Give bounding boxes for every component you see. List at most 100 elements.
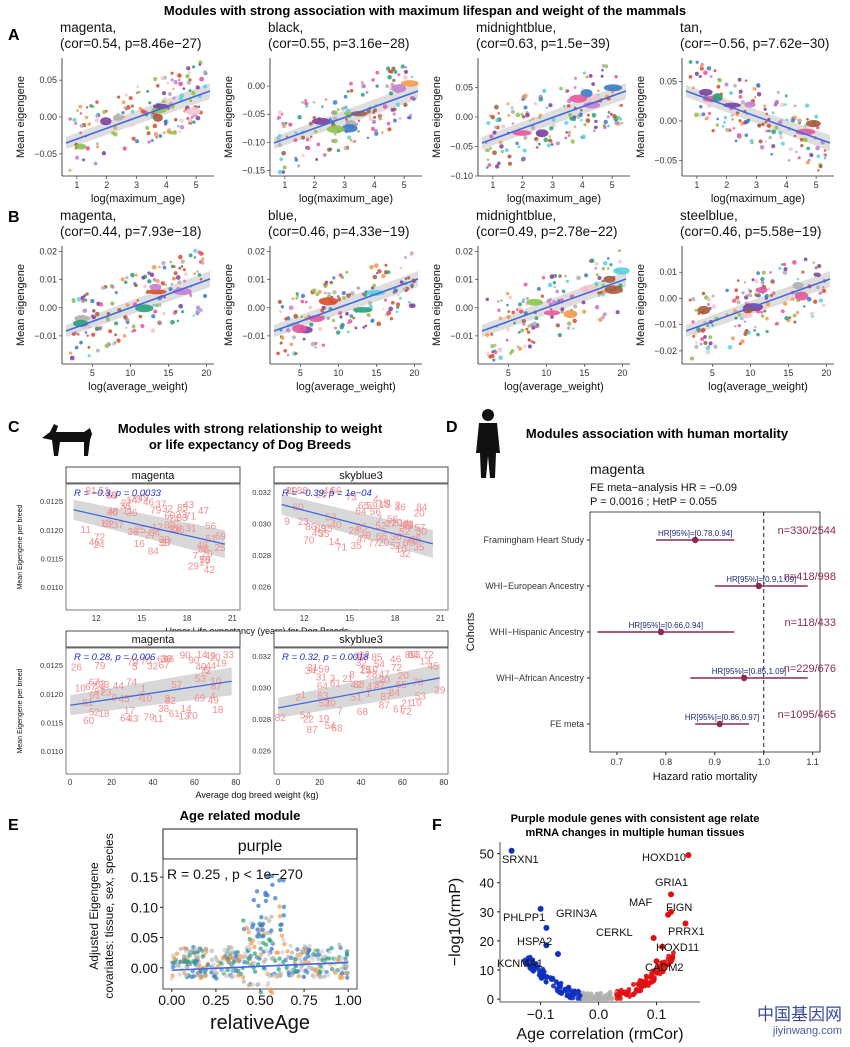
- species-point: [593, 125, 598, 130]
- sample-point: [186, 959, 191, 964]
- species-point: [763, 104, 766, 108]
- sample-point: [221, 969, 226, 974]
- species-point: [343, 94, 348, 99]
- species-point: [767, 129, 771, 133]
- breed-point: 27: [121, 499, 133, 510]
- species-point: [280, 305, 285, 309]
- species-point: [725, 288, 729, 293]
- species-point: [816, 272, 821, 278]
- species-point: [803, 305, 806, 308]
- species-silhouette: [75, 143, 87, 150]
- species-point: [284, 317, 288, 321]
- species-point: [784, 316, 789, 321]
- species-point: [96, 145, 100, 149]
- species-point: [818, 291, 823, 296]
- species-point: [557, 333, 562, 338]
- x-tick-label: 1: [282, 180, 287, 190]
- dog-bottom-xlabel: Average dog breed weight (kg): [196, 790, 319, 800]
- species-point: [744, 329, 749, 334]
- x-tick-label: 1: [490, 180, 495, 190]
- species-point: [728, 90, 733, 95]
- species-point: [381, 131, 384, 134]
- gene-label: FIGN: [666, 902, 692, 914]
- sample-point: [181, 954, 187, 959]
- breed-point: 33: [98, 680, 110, 691]
- sample-point: [343, 963, 348, 968]
- species-point: [346, 90, 350, 93]
- breed-point: 85: [371, 653, 383, 664]
- sample-point: [214, 976, 219, 981]
- highlighted-gene-point: [668, 908, 675, 915]
- species-point: [787, 158, 791, 162]
- species-point: [497, 308, 501, 313]
- species-point: [375, 84, 379, 88]
- species-point: [561, 289, 566, 294]
- species-point: [736, 133, 742, 138]
- breed-point: 10: [367, 664, 379, 675]
- species-point: [381, 273, 386, 279]
- species-point: [382, 307, 385, 310]
- breed-point: 2: [395, 500, 401, 511]
- sample-point: [314, 968, 319, 973]
- sample-point: [250, 982, 255, 987]
- breed-point: 78: [105, 490, 117, 501]
- species-point: [555, 323, 561, 328]
- panel-letter-E: E: [8, 817, 19, 834]
- confidence-band: [274, 271, 418, 337]
- species-point: [150, 139, 154, 142]
- x-axis-label: log(maximum_age): [91, 193, 185, 205]
- species-point: [392, 78, 396, 82]
- species-point: [705, 346, 711, 351]
- species-point: [293, 138, 298, 142]
- sample-point: [339, 971, 345, 976]
- cohort-label: Framingham Heart Study: [483, 535, 584, 545]
- species-point: [566, 321, 572, 326]
- sample-point: [252, 969, 258, 974]
- breed-point: 88: [297, 486, 309, 497]
- species-point: [312, 100, 316, 104]
- sample-point: [285, 954, 291, 960]
- gene-label: HSPA2: [517, 936, 552, 948]
- species-point: [182, 279, 187, 283]
- y-tick-label: 0.05: [39, 75, 57, 85]
- hr-ci-text: HR[95%]=[0.78,0.94]: [658, 529, 733, 538]
- species-point: [817, 263, 822, 269]
- species-silhouette: [341, 124, 358, 133]
- breed-point: 50: [159, 538, 171, 549]
- species-point: [564, 136, 568, 140]
- species-point: [765, 112, 769, 116]
- species-point: [516, 345, 520, 348]
- breed-point: 64: [407, 650, 419, 661]
- breed-point: 31: [185, 523, 197, 534]
- species-point: [580, 87, 584, 90]
- species-point: [376, 321, 382, 327]
- species-point: [815, 145, 820, 151]
- gene-point: [606, 991, 612, 997]
- species-point: [744, 133, 749, 138]
- forest-row: WHI−Hispanic AncestryHR[95%]=[0.66,0.94]…: [490, 617, 836, 637]
- sample-point: [251, 897, 256, 903]
- panel-f-x-tick: −0.1: [527, 1006, 555, 1022]
- x-tick-label: 1: [694, 180, 699, 190]
- species-point: [396, 305, 400, 309]
- sample-point: [282, 941, 287, 947]
- breed-point: 90: [180, 651, 192, 662]
- fit-line: [481, 278, 627, 332]
- x-tick-label: 3: [550, 180, 555, 190]
- species-point: [155, 278, 160, 283]
- species-point: [749, 139, 754, 143]
- species-point: [695, 60, 699, 64]
- species-point: [602, 290, 606, 295]
- gene-point: [656, 969, 661, 975]
- row-b-panel-2: blue,(cor=0.46, p=4.33e−19)0.020.010.00−…: [223, 208, 422, 393]
- species-point: [361, 292, 365, 296]
- species-point: [552, 280, 557, 285]
- species-point: [520, 328, 525, 333]
- sample-point: [279, 922, 284, 927]
- species-point: [386, 310, 392, 316]
- breed-point: 85: [177, 503, 189, 514]
- y-tick-label: 0.00: [247, 81, 265, 91]
- species-point: [487, 163, 492, 167]
- species-point: [709, 75, 713, 78]
- species-point: [823, 149, 827, 152]
